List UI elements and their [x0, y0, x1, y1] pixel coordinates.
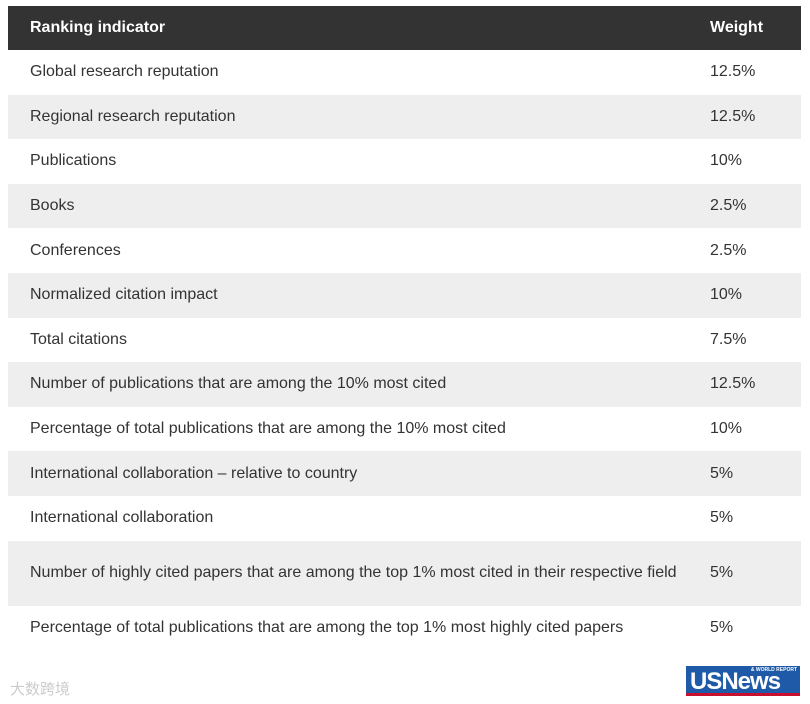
indicator-cell: Normalized citation impact: [8, 272, 710, 318]
indicator-text: Global research reputation: [30, 63, 219, 81]
indicator-cell: Number of publications that are among th…: [8, 362, 710, 407]
table-row: International collaboration 5%: [8, 496, 801, 541]
indicator-cell: Percentage of total publications that ar…: [8, 407, 710, 452]
logo: USNews & WORLD REPORT: [686, 666, 800, 696]
table-row: Global research reputation 12.5%: [8, 50, 801, 95]
weight-cell: 10%: [710, 152, 743, 170]
logo-text: USNews: [690, 668, 781, 695]
weight-cell: 12.5%: [710, 63, 756, 81]
weight-cell: 5%: [710, 509, 734, 527]
indicator-text: Regional research reputation: [30, 107, 236, 125]
table-row: Publications 10%: [8, 139, 801, 184]
header-row: Ranking indicator Weight: [8, 6, 801, 50]
table-row: Normalized citation impact 10%: [8, 272, 801, 318]
header-cell: Weight: [710, 6, 801, 50]
indicator-cell: International collaboration: [8, 496, 710, 541]
indicator-text: Total citations: [30, 330, 127, 348]
indicator-text: Conferences: [30, 241, 121, 259]
table-row: Percentage of total publications that ar…: [8, 606, 801, 651]
indicator-cell: Percentage of total publications that ar…: [8, 606, 710, 651]
indicator-cell: Total citations: [8, 318, 710, 363]
header-cell: Ranking indicator: [8, 6, 710, 50]
weight-cell: 12.5%: [710, 94, 801, 140]
indicator-cell: Global research reputation: [8, 50, 710, 95]
table-row: Number of highly cited papers that are a…: [8, 540, 801, 606]
indicator-text: International collaboration: [30, 509, 214, 527]
table-row: Total citations 7.5%: [8, 318, 801, 363]
table-row: Number of publications that are among th…: [8, 362, 801, 407]
indicator-text: International collaboration – relative t…: [30, 464, 358, 482]
table-row: Regional research reputation 12.5%: [8, 94, 801, 140]
weight-cell: 5%: [710, 618, 734, 636]
indicator-text: Publications: [30, 152, 117, 170]
indicator-text: Books: [30, 197, 75, 215]
indicator-text: Normalized citation impact: [30, 286, 218, 304]
table-row: Conferences 2.5%: [8, 228, 801, 273]
logo-subtext: & WORLD REPORT: [750, 667, 797, 673]
indicator-cell: Publications: [8, 139, 710, 184]
indicator-text: Number of highly cited papers that are a…: [30, 564, 677, 582]
indicator-text: Percentage of total publications that ar…: [30, 420, 506, 438]
indicator-text: Number of publications that are among th…: [30, 375, 447, 393]
logo-bar: [686, 693, 800, 696]
indicator-cell: Conferences: [8, 228, 710, 273]
weight-cell: 2.5%: [710, 183, 801, 229]
weight-cell: 5%: [710, 540, 801, 606]
indicator-cell: Regional research reputation: [8, 94, 710, 140]
ranking-table: Ranking indicator Weight Global research…: [8, 6, 801, 650]
weight-cell: 5%: [710, 451, 801, 496]
weight-cell: 10%: [710, 272, 801, 318]
table-row: International collaboration – relative t…: [8, 451, 801, 496]
weight-cell: 7.5%: [710, 330, 747, 348]
weight-cell: 2.5%: [710, 241, 747, 259]
indicator-cell: International collaboration – relative t…: [8, 451, 710, 496]
weight-cell: 12.5%: [710, 362, 801, 407]
indicator-cell: Number of highly cited papers that are a…: [8, 540, 710, 606]
table-row: Books 2.5%: [8, 183, 801, 229]
indicator-cell: Books: [8, 183, 710, 229]
watermark: 大数跨境: [10, 681, 71, 698]
weight-cell: 10%: [710, 420, 743, 438]
indicator-text: Percentage of total publications that ar…: [30, 618, 624, 636]
table-row: Percentage of total publications that ar…: [8, 407, 801, 452]
